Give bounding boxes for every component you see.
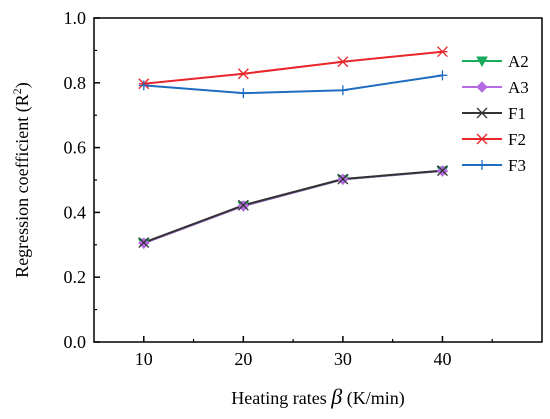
x-tick-label: 40 (433, 349, 451, 369)
legend-marker-f1 (476, 107, 488, 119)
plot-frame (93, 17, 543, 343)
series-line-f3 (143, 74, 443, 95)
data-point-f2 (337, 56, 349, 68)
legend-label-f1: F1 (508, 104, 526, 123)
legend: A2 A3 F1 F2 F3 (462, 52, 529, 175)
data-point-f1 (138, 237, 150, 248)
series-line-f1 (143, 169, 443, 244)
data-point-f2 (237, 68, 249, 80)
x-tick-label: 20 (234, 349, 252, 369)
series-line-f2 (143, 50, 443, 85)
y-tick-label: 0.2 (64, 267, 87, 287)
y-tick-label: 0.0 (64, 332, 87, 352)
x-tick-label: 10 (135, 349, 153, 369)
x-axis-label: Heating rates β (K/min) (231, 384, 404, 409)
series-line-a3 (143, 169, 443, 245)
legend-item-f1: F1 (462, 104, 526, 123)
x-tick-label: 30 (334, 349, 352, 369)
series-lines (143, 50, 443, 245)
series-line-a2 (143, 169, 443, 245)
data-point-f3 (238, 88, 249, 99)
data-point-f3 (337, 85, 348, 96)
legend-label-f2: F2 (508, 130, 526, 149)
y-tick-label: 0.8 (64, 73, 87, 93)
data-point-f3 (437, 70, 448, 81)
legend-item-f2: F2 (462, 130, 526, 149)
data-point-f2 (436, 46, 448, 58)
legend-label-f3: F3 (508, 156, 526, 175)
legend-marker-f2 (476, 133, 488, 145)
data-point-f1 (337, 173, 349, 185)
axes: 0.0 0.2 0.4 0.6 0.8 1.0 10 20 30 40 (64, 8, 493, 369)
legend-marker-f3 (477, 160, 487, 170)
series-markers (137, 46, 449, 250)
y-tick-label: 1.0 (64, 8, 87, 28)
legend-item-a3: A3 (462, 78, 529, 97)
legend-item-f3: F3 (462, 156, 526, 175)
legend-item-a2: A2 (462, 52, 529, 71)
y-axis-label: Regression coefficient (R2) (10, 82, 33, 278)
data-point-f1 (436, 165, 448, 177)
data-point-f3 (138, 80, 149, 91)
data-point-f1 (237, 199, 249, 211)
y-tick-label: 0.4 (64, 202, 87, 222)
legend-marker-a3 (476, 81, 488, 93)
legend-label-a3: A3 (508, 78, 529, 97)
y-tick-label: 0.6 (64, 138, 87, 158)
legend-marker-a2 (476, 56, 488, 68)
legend-label-a2: A2 (508, 52, 529, 71)
